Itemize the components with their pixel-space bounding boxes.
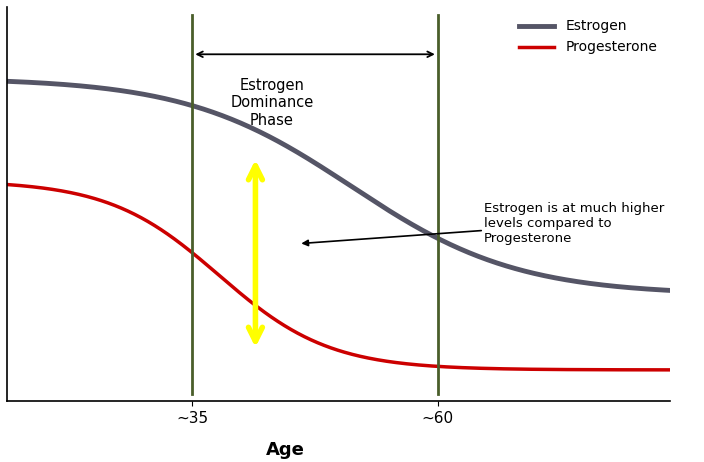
Legend: Estrogen, Progesterone: Estrogen, Progesterone [514, 14, 662, 60]
Text: Estrogen
Dominance
Phase: Estrogen Dominance Phase [230, 78, 313, 128]
X-axis label: Age: Age [266, 441, 305, 459]
Text: Estrogen is at much higher
levels compared to
Progesterone: Estrogen is at much higher levels compar… [303, 202, 665, 246]
